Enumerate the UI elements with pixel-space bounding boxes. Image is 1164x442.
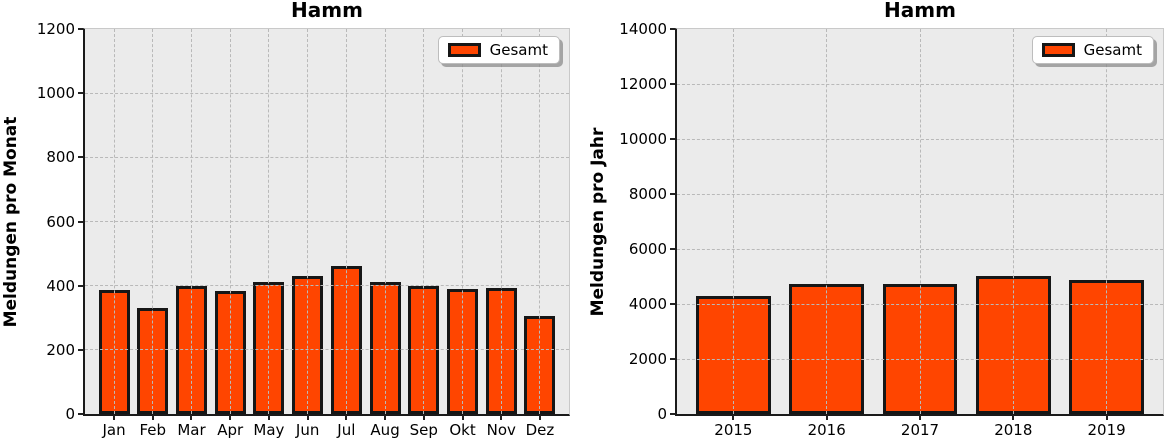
bar <box>408 286 440 414</box>
y-tick-label: 0 <box>657 405 667 423</box>
x-tick-label: May <box>253 421 285 439</box>
y-tick-mark <box>78 220 83 223</box>
bar <box>98 289 130 414</box>
bar <box>137 308 169 414</box>
y-tick-mark <box>78 92 83 95</box>
x-tick-label: Sep <box>409 421 438 439</box>
bar <box>882 284 958 414</box>
x-tick-mark <box>190 415 193 420</box>
x-tick-mark <box>306 415 309 420</box>
legend-label: Gesamt <box>489 41 548 59</box>
y-tick-label: 800 <box>46 148 75 167</box>
y-tick-mark <box>78 156 83 159</box>
y-tick-label: 6000 <box>628 240 667 258</box>
y-tick-label: 10000 <box>619 130 667 148</box>
x-tick-label: Mar <box>177 421 206 439</box>
plot-area: Gesamt <box>83 28 570 416</box>
x-tick-mark <box>461 415 464 420</box>
bar <box>330 266 362 414</box>
y-tick-label: 4000 <box>628 295 667 313</box>
y-tick-mark <box>670 28 675 30</box>
bar <box>975 275 1051 414</box>
bar <box>1069 280 1144 414</box>
x-tick-mark <box>267 415 270 420</box>
x-tick-mark <box>345 415 348 420</box>
bars <box>85 29 569 414</box>
x-tick-mark <box>825 415 828 420</box>
x-tick-mark <box>732 415 735 420</box>
y-tick-mark <box>78 348 83 351</box>
bar <box>696 296 771 414</box>
x-tick-label: Feb <box>139 421 167 439</box>
legend-swatch-icon <box>1041 43 1075 57</box>
y-tick-label: 0 <box>65 405 75 423</box>
x-tick-label: Jul <box>337 421 356 439</box>
x-tick-label: 2016 <box>807 421 846 439</box>
x-tick-mark <box>500 415 503 420</box>
bar <box>524 316 556 414</box>
x-tick-label: Jan <box>102 421 126 439</box>
x-tick-label: 2015 <box>714 421 753 439</box>
x-tick-mark <box>422 415 425 420</box>
bar <box>447 288 478 414</box>
y-tick-mark <box>78 28 83 30</box>
bar <box>292 276 324 414</box>
bars <box>677 29 1163 414</box>
chart-title: Hamm <box>291 0 363 22</box>
y-tick-label: 12000 <box>619 75 667 93</box>
y-axis-label: Meldungen pro Jahr <box>588 127 608 316</box>
x-tick-label: Dez <box>525 421 555 439</box>
chart-title: Hamm <box>884 0 956 22</box>
x-tick-label: Aug <box>370 421 400 439</box>
y-tick-label: 200 <box>46 340 75 359</box>
y-tick-mark <box>670 193 675 195</box>
x-tick-label: Apr <box>217 421 244 439</box>
bar <box>369 282 401 414</box>
x-tick-mark <box>919 415 921 420</box>
x-tick-label: 2018 <box>994 421 1033 439</box>
y-tick-mark <box>670 83 675 85</box>
y-tick-label: 1200 <box>36 20 75 38</box>
x-tick-mark <box>1012 415 1015 420</box>
legend-label: Gesamt <box>1083 41 1142 59</box>
legend: Gesamt <box>1031 36 1154 64</box>
y-tick-label: 400 <box>46 276 75 295</box>
x-tick-label: Nov <box>486 421 516 439</box>
bar <box>485 287 517 414</box>
y-tick-label: 1000 <box>36 84 75 103</box>
bar <box>789 284 864 414</box>
x-tick-label: Jun <box>295 421 320 439</box>
x-tick-mark <box>384 415 387 420</box>
y-tick-mark <box>670 358 675 360</box>
y-tick-mark <box>670 138 675 140</box>
y-tick-label: 600 <box>46 212 75 231</box>
y-tick-mark <box>78 413 83 415</box>
x-tick-mark <box>538 415 541 420</box>
x-tick-mark <box>113 415 116 420</box>
y-tick-label: 8000 <box>628 185 667 203</box>
legend: Gesamt <box>437 36 560 64</box>
x-tick-mark <box>229 415 232 420</box>
yearly-bar-chart: Hamm Meldungen pro Jahr Gesamt 0 2000 4000… <box>582 0 1164 442</box>
y-tick-mark <box>670 413 675 415</box>
y-tick-mark <box>670 248 675 250</box>
y-tick-mark <box>670 303 675 305</box>
x-tick-label: 2019 <box>1087 421 1126 439</box>
x-tick-label: Okt <box>449 421 476 439</box>
y-tick-mark <box>78 284 83 287</box>
plot-area: Gesamt <box>675 28 1164 416</box>
bar <box>214 290 246 414</box>
monthly-bar-chart: Hamm Meldungen pro Monat Gesamt 0 200 400 6… <box>1 0 570 439</box>
bar <box>253 281 285 414</box>
legend-swatch-icon <box>447 43 481 57</box>
x-tick-mark <box>151 415 154 420</box>
bar <box>175 285 207 414</box>
y-tick-label: 2000 <box>628 350 667 368</box>
x-tick-mark <box>1105 415 1108 420</box>
y-tick-label: 14000 <box>619 20 667 38</box>
x-tick-label: 2017 <box>900 421 940 439</box>
